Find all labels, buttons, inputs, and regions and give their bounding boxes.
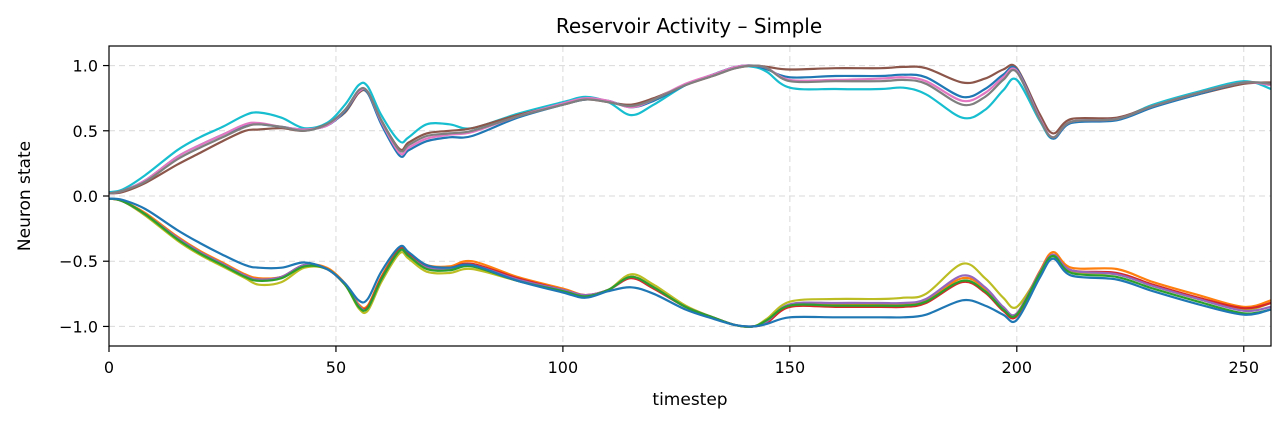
y-tick-label: −1.0 xyxy=(59,317,98,336)
y-tick-label: 0.5 xyxy=(73,122,98,141)
x-tick-label: 150 xyxy=(775,358,806,377)
x-tick-label: 0 xyxy=(104,358,114,377)
x-tick-label: 200 xyxy=(1002,358,1033,377)
x-tick-label: 100 xyxy=(548,358,579,377)
series-line-5 xyxy=(109,64,1271,195)
x-axis-label: timestep xyxy=(652,390,727,410)
y-axis-ticks: 1.0 0.5 0.0 −0.5 −1.0 xyxy=(59,57,109,336)
series-lines xyxy=(109,63,1271,328)
series-line-11 xyxy=(109,197,1271,328)
series-line-6 xyxy=(109,197,1271,328)
x-tick-label: 50 xyxy=(326,358,346,377)
x-axis-ticks: 0 50 100 150 200 250 xyxy=(104,346,1259,377)
series-line-1 xyxy=(109,64,1271,194)
y-tick-label: 0.0 xyxy=(73,187,98,206)
chart-title: Reservoir Activity – Simple xyxy=(556,14,822,38)
series-line-10 xyxy=(109,197,1271,328)
x-tick-label: 250 xyxy=(1228,358,1259,377)
y-tick-label: 1.0 xyxy=(73,57,98,76)
series-line-4 xyxy=(109,64,1271,195)
grid xyxy=(108,46,1271,346)
y-axis-label: Neuron state xyxy=(15,141,35,251)
y-tick-label: −0.5 xyxy=(59,252,98,271)
